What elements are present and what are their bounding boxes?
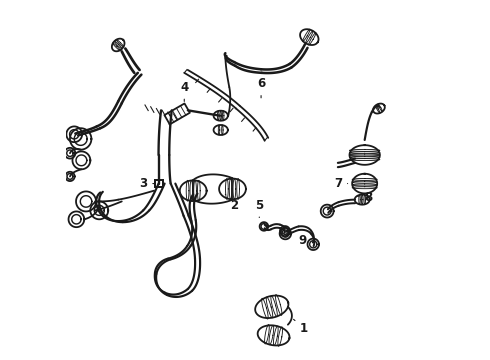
Text: 5: 5: [255, 198, 264, 217]
Text: 9: 9: [293, 232, 306, 247]
Text: 2: 2: [225, 194, 238, 212]
Bar: [155, 180, 163, 187]
Text: 6: 6: [257, 77, 265, 98]
Text: 8: 8: [358, 192, 372, 204]
Text: 3: 3: [139, 177, 154, 190]
Text: 1: 1: [294, 319, 308, 335]
Text: 7: 7: [334, 177, 347, 190]
Text: 4: 4: [180, 81, 188, 102]
